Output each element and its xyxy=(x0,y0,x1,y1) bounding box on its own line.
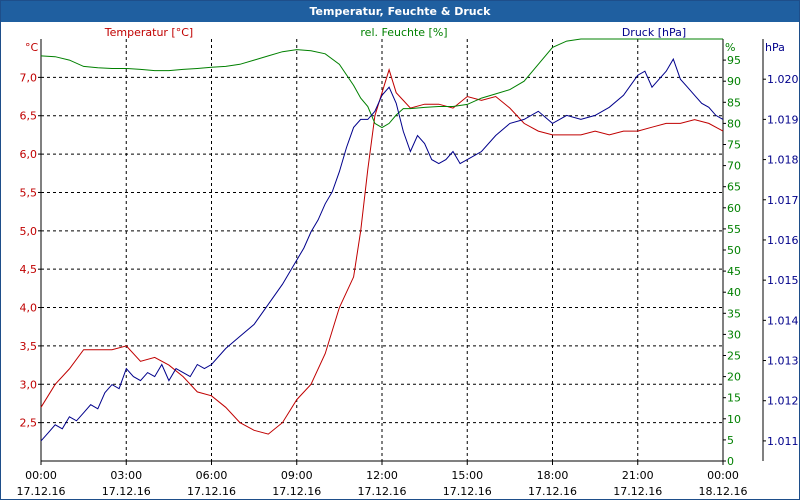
x-tick-label-date: 17.12.16 xyxy=(17,485,66,498)
window-title: Temperatur, Feuchte & Druck xyxy=(1,1,799,22)
x-tick-label-time: 09:00 xyxy=(281,469,313,482)
x-tick-label-time: 06:00 xyxy=(196,469,228,482)
temperature-tick-label: 3,5 xyxy=(20,340,38,353)
pressure-tick-label: 1.014 xyxy=(767,314,799,327)
pressure-tick-label: 1.011 xyxy=(767,435,799,448)
temperature-tick-label: 4,0 xyxy=(20,302,38,315)
x-tick-label-date: 17.12.16 xyxy=(187,485,236,498)
pressure-axis-label: Druck [hPa] xyxy=(622,26,686,39)
temperature-tick-label: 5,5 xyxy=(20,186,38,199)
temperature-axis-label: Temperatur [°C] xyxy=(104,26,193,39)
pressure-tick-label: 1.016 xyxy=(767,234,799,247)
humidity-tick-label: 60 xyxy=(727,202,741,215)
temperature-tick-label: 6,0 xyxy=(20,148,38,161)
x-tick-label-date: 17.12.16 xyxy=(613,485,662,498)
humidity-axis-label: rel. Feuchte [%] xyxy=(360,26,447,39)
humidity-tick-label: 10 xyxy=(727,413,741,426)
humidity-tick-label: 70 xyxy=(727,160,741,173)
temperature-tick-label: 5,0 xyxy=(20,225,38,238)
humidity-tick-label: 35 xyxy=(727,307,741,320)
temperature-tick-label: 7,0 xyxy=(20,71,38,84)
x-tick-label-date: 17.12.16 xyxy=(102,485,151,498)
temperature-series-line xyxy=(40,68,724,435)
x-tick-label-time: 00:00 xyxy=(25,469,57,482)
humidity-tick-label: 75 xyxy=(727,139,741,152)
pressure-tick-label: 1.017 xyxy=(767,194,799,207)
pressure-series-line xyxy=(40,57,724,442)
pressure-tick-label: 1.019 xyxy=(767,113,799,126)
humidity-tick-label: 55 xyxy=(727,223,741,236)
x-tick-label-date: 17.12.16 xyxy=(528,485,577,498)
pressure-tick-label: 1.018 xyxy=(767,154,799,167)
humidity-tick-label: 85 xyxy=(727,96,741,109)
humidity-tick-label: 15 xyxy=(727,392,741,405)
humidity-axis-unit: % xyxy=(725,41,735,54)
humidity-tick-label: 45 xyxy=(727,265,741,278)
humidity-series-line xyxy=(40,38,723,129)
x-tick-label-date: 17.12.16 xyxy=(272,485,321,498)
humidity-tick-label: 90 xyxy=(727,75,741,88)
humidity-tick-label: 5 xyxy=(727,434,734,447)
humidity-tick-label: 30 xyxy=(727,328,741,341)
humidity-tick-label: 25 xyxy=(727,350,741,363)
x-tick-label-date: 18.12.16 xyxy=(699,485,748,498)
x-tick-label-time: 21:00 xyxy=(622,469,654,482)
humidity-tick-label: 95 xyxy=(727,54,741,67)
x-tick-label-time: 12:00 xyxy=(366,469,398,482)
humidity-tick-label: 50 xyxy=(727,244,741,257)
x-tick-label-time: 15:00 xyxy=(451,469,483,482)
pressure-tick-label: 1.015 xyxy=(767,274,799,287)
humidity-tick-label: 80 xyxy=(727,117,741,130)
x-tick-label-date: 17.12.16 xyxy=(443,485,492,498)
pressure-axis-unit: hPa xyxy=(765,41,785,54)
temperature-tick-label: 3,0 xyxy=(20,378,38,391)
temperature-tick-label: 4,5 xyxy=(20,263,38,276)
x-tick-label-time: 00:00 xyxy=(707,469,739,482)
temperature-tick-label: 6,5 xyxy=(20,110,38,123)
pressure-tick-label: 1.020 xyxy=(767,73,799,86)
humidity-tick-label: 65 xyxy=(727,181,741,194)
x-tick-label-time: 03:00 xyxy=(110,469,142,482)
temperature-axis-unit: °C xyxy=(25,41,39,54)
humidity-tick-label: 40 xyxy=(727,286,741,299)
temperature-tick-label: 2,5 xyxy=(20,417,38,430)
pressure-tick-label: 1.012 xyxy=(767,395,799,408)
humidity-tick-label: 20 xyxy=(727,371,741,384)
x-tick-label-date: 17.12.16 xyxy=(358,485,407,498)
x-tick-label-time: 18:00 xyxy=(537,469,569,482)
pressure-tick-label: 1.013 xyxy=(767,355,799,368)
humidity-tick-label: 0 xyxy=(727,455,734,468)
